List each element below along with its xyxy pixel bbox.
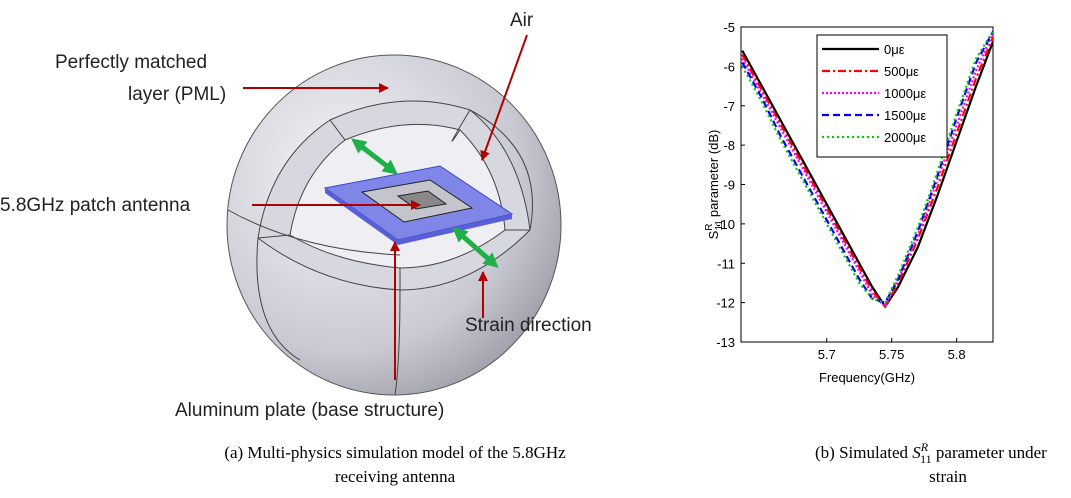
y-label-sub: 11 (714, 220, 725, 231)
caption-symbol: S (912, 443, 921, 462)
y-tick-label: -8 (723, 138, 735, 153)
y-axis-label: SR11 parameter (dB) (704, 130, 725, 240)
legend-label: 2000με (884, 130, 926, 145)
y-tick-label: -11 (717, 256, 735, 271)
series-line (741, 29, 993, 304)
caption: receiving antenna (335, 467, 456, 486)
legend-label: 500με (884, 64, 919, 79)
caption-sub: 11 (920, 452, 932, 466)
caption-text: parameter under (936, 443, 1047, 462)
caption: (a) Multi-physics simulation model of th… (224, 443, 566, 462)
legend-label: 1000με (884, 86, 926, 101)
y-label-symbol: S (706, 230, 721, 239)
caption: strain (929, 467, 967, 486)
x-tick-label: 5.8 (948, 347, 966, 362)
legend-box (816, 34, 948, 158)
label: 5.8GHz patch antenna (0, 195, 191, 216)
y-tick-label: -9 (723, 178, 735, 193)
y-tick-label: -10 (716, 217, 735, 232)
x-tick-label: 5.75 (879, 347, 904, 362)
y-tick-label: -12 (716, 296, 735, 311)
x-tick-label: 5.7 (818, 347, 836, 362)
pointer (480, 34, 528, 161)
legend-label: 1500με (884, 108, 926, 123)
y-tick-label: -7 (723, 99, 735, 114)
chart: -13 -12 -11 -10 -9 -8 -7 -6 -5 5.7 5.75 5.8 Frequenc… (704, 20, 994, 385)
label: Strain direction (465, 315, 592, 336)
caption-text: (b) Simulated (815, 443, 909, 462)
strain-arrow (351, 138, 398, 175)
y-tick-label: -6 (723, 59, 735, 74)
label: Aluminum plate (base structure) (175, 400, 444, 421)
series-line (741, 30, 993, 309)
series-line (741, 38, 993, 309)
label: Perfectly matched (55, 52, 207, 73)
plate-edge (325, 188, 512, 245)
strain-arrow (452, 227, 499, 268)
y-label-text: parameter (dB) (706, 130, 721, 217)
legend-label: 0με (884, 42, 905, 57)
caption-sup: R (920, 440, 929, 454)
edges (227, 109, 533, 396)
y-label-sup: R (704, 223, 715, 230)
edges (257, 109, 530, 290)
label: layer (PML) (128, 84, 226, 105)
diagram: Air Perfectly matched layer (PML) 5.8GHz… (0, 10, 592, 421)
y-tick-label: -13 (716, 335, 735, 350)
y-tick-label: -5 (723, 20, 735, 35)
caption: (b) Simulated SR 11 parameter under (815, 440, 1047, 467)
x-axis-label: Frequency(GHz) (819, 370, 915, 385)
label: Air (510, 10, 534, 31)
